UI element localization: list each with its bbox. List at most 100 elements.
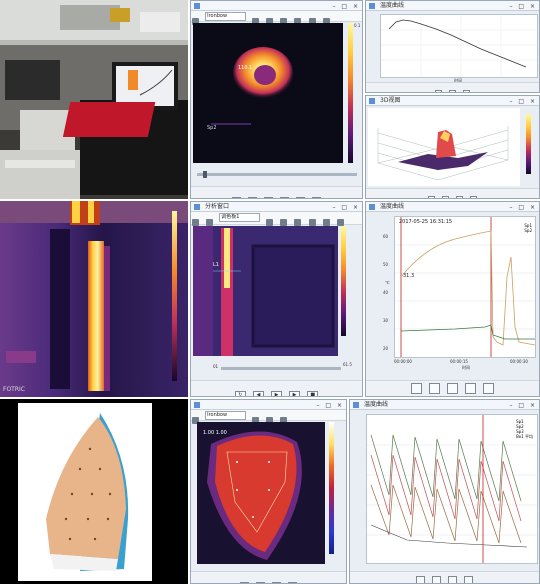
ellipse-tool-icon[interactable] xyxy=(280,417,288,424)
ellipse-tool-icon[interactable] xyxy=(308,18,316,25)
window-titlebar: 分析窗口 – □ × xyxy=(191,202,362,212)
x-tick-2: 00:00:30 xyxy=(510,359,528,364)
view-icon[interactable] xyxy=(415,576,425,583)
surface-plot[interactable] xyxy=(368,108,520,186)
value-readout: 31.3 xyxy=(403,273,415,279)
folder-icon[interactable] xyxy=(192,18,199,25)
zoom-icon[interactable] xyxy=(431,576,441,583)
window-controls[interactable]: – □ × xyxy=(332,204,360,211)
thermal-image-1[interactable]: Sp2 110.1 xyxy=(193,23,343,163)
skip-back-icon[interactable]: ⏮ xyxy=(239,582,249,583)
color-scale-bar xyxy=(329,422,334,554)
chart-control-bar xyxy=(366,380,539,396)
stop-icon[interactable]: ■ xyxy=(307,391,319,396)
cursor-icon[interactable] xyxy=(448,576,458,583)
first-icon[interactable] xyxy=(434,90,442,92)
step-back-icon[interactable]: ◀ xyxy=(252,391,264,396)
pause-icon[interactable]: ‖ xyxy=(272,582,282,583)
stop-icon[interactable]: ■ xyxy=(312,197,322,198)
view-icon[interactable] xyxy=(410,383,422,394)
rect-tool-icon[interactable] xyxy=(294,18,302,25)
folder-icon[interactable] xyxy=(192,417,199,424)
timeline-slider[interactable] xyxy=(221,367,341,370)
chart-icon xyxy=(369,98,375,104)
zoom-icon[interactable] xyxy=(428,383,440,394)
window-titlebar: 温度曲线 – □ × xyxy=(366,202,539,212)
palette-dropdown[interactable]: Ironbow xyxy=(205,12,247,21)
chart-icon xyxy=(353,402,359,408)
window-title: 温度曲线 xyxy=(380,203,405,210)
series-line-bx1 xyxy=(370,524,528,548)
window-titlebar: 3D视图 – □ × xyxy=(366,96,539,106)
palette-dropdown[interactable]: Ironbow xyxy=(205,411,247,420)
refresh-icon[interactable]: ↻ xyxy=(234,391,246,396)
window-controls[interactable]: – □ × xyxy=(509,402,537,409)
y-tick-40: 40 xyxy=(383,290,389,295)
settings-icon[interactable] xyxy=(483,383,495,394)
window-controls[interactable]: – □ × xyxy=(509,3,537,10)
ellipse-tool-icon[interactable] xyxy=(322,219,330,226)
cursor-icon[interactable] xyxy=(447,383,458,394)
color-scale-bar xyxy=(348,23,353,163)
chart-legend: Sp1 Sp2 xyxy=(524,223,532,233)
rect-tool-icon[interactable] xyxy=(266,417,274,424)
move-icon[interactable] xyxy=(280,219,288,226)
scale-value-label: 61.5 xyxy=(343,362,352,367)
x-axis-label: 时间 xyxy=(454,78,462,83)
skip-forward-icon[interactable]: ⏭ xyxy=(288,582,298,583)
folder-icon[interactable] xyxy=(192,219,199,226)
window-titlebar: – □ × xyxy=(191,1,362,11)
play-icon[interactable]: ▶ xyxy=(271,391,282,396)
thermal-window-1: – □ × Ironbow Sp2 110.1 xyxy=(190,0,363,199)
iron-photo-panel xyxy=(0,399,188,584)
thermal-image-3[interactable]: L1 xyxy=(193,226,338,356)
play-icon[interactable]: ▶ xyxy=(255,582,265,583)
cursor-icon[interactable] xyxy=(266,219,274,226)
window-controls[interactable]: – □ × xyxy=(316,402,344,409)
zoom-icon[interactable] xyxy=(441,196,449,198)
next-icon[interactable] xyxy=(463,90,471,92)
save-icon[interactable] xyxy=(206,219,214,226)
chart-control-bar xyxy=(366,188,539,198)
point-tool-icon[interactable] xyxy=(280,18,288,25)
play-icon[interactable]: ▶ xyxy=(263,197,273,198)
rect-tool-icon[interactable] xyxy=(308,219,316,226)
x-axis-label: 时间 xyxy=(462,365,470,370)
timeline-slider[interactable] xyxy=(197,171,357,178)
playback-bar: ⏮ ▶ ‖ ⏭ xyxy=(191,571,346,583)
chart-icon xyxy=(369,3,375,9)
spot-readout: 110.1 xyxy=(238,65,253,71)
prev-icon[interactable] xyxy=(449,90,456,92)
move-icon[interactable] xyxy=(266,18,274,25)
step-back-icon[interactable]: ◀ xyxy=(247,197,257,198)
zoom-icon[interactable] xyxy=(252,18,260,25)
temperature-line xyxy=(388,19,527,68)
line-chart-plot xyxy=(380,14,538,78)
skip-back-icon[interactable]: ⏮ xyxy=(231,197,241,198)
export-icon[interactable] xyxy=(465,383,477,394)
cycle-chart-window: 温度曲线 – □ × Sp1 Sp2 Sp3 Bx1 平均 xyxy=(349,399,540,584)
window-title: 分析窗口 xyxy=(205,203,230,210)
line-tool-icon[interactable] xyxy=(322,18,330,25)
point-tool-icon[interactable] xyxy=(252,417,260,424)
line-tool-icon[interactable] xyxy=(336,219,344,226)
x-tick-0: 00:00:00 xyxy=(394,359,412,364)
window-controls[interactable]: – □ × xyxy=(509,204,537,211)
temperature-plot[interactable]: 2017-05-25 16:31:15 31.3 Sp1 Sp2 xyxy=(394,216,536,358)
reset-icon[interactable] xyxy=(456,196,464,198)
window-controls[interactable]: – □ × xyxy=(332,3,360,10)
point-tool-icon[interactable] xyxy=(294,219,302,226)
iron-thermal-image[interactable]: 1.00 1.00 xyxy=(197,422,325,564)
step-forward-icon[interactable]: ▶ xyxy=(289,391,301,396)
film-icon xyxy=(194,3,200,9)
skip-forward-icon[interactable]: ⏭ xyxy=(296,197,306,198)
step-forward-icon[interactable]: ▶ xyxy=(280,197,290,198)
palette-dropdown[interactable]: 调色板1 xyxy=(219,213,261,222)
window-controls[interactable]: – □ × xyxy=(509,98,537,105)
rotate-icon[interactable] xyxy=(427,196,435,198)
legend-sp2: Sp2 xyxy=(524,228,532,233)
cycle-plot[interactable]: Sp1 Sp2 Sp3 Bx1 平均 xyxy=(366,414,538,564)
export-icon[interactable] xyxy=(464,576,474,583)
export-icon[interactable] xyxy=(470,196,478,198)
legend-bx1: Bx1 平均 xyxy=(516,434,533,439)
